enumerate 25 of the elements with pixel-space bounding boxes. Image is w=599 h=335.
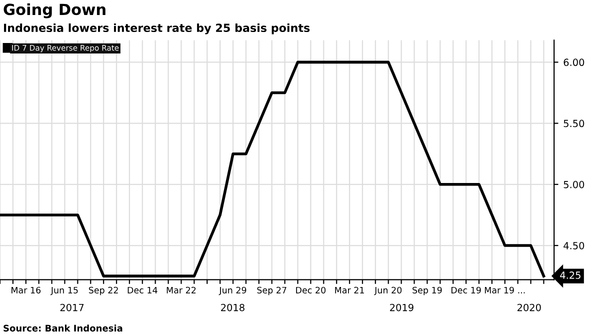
text: 2017: [60, 304, 84, 312]
x-tick-label: Dec 19: [451, 286, 481, 294]
x-tick-label: Mar 21: [335, 286, 364, 294]
y-tick-label: 4.50: [564, 242, 584, 250]
x-tick-label: Mar 22: [166, 286, 196, 294]
chart-title: Going Down: [4, 3, 106, 18]
y-tick-label: 6.00: [564, 58, 584, 66]
x-tick-label: Sep 19: [412, 286, 442, 296]
y-tick-label: 5.00: [564, 180, 584, 188]
x-tick-label: Mar 19 ...: [484, 286, 525, 294]
x-tick-label: Dec 14: [128, 286, 158, 294]
x-tick-label: Sep 22: [88, 286, 118, 296]
text: 2020: [517, 304, 541, 312]
source-note: Source: Bank Indonesia: [4, 324, 122, 332]
x-tick-label: Jun 15: [50, 286, 78, 296]
x-tick-label: Jun 29: [218, 286, 246, 296]
text: 2019: [390, 304, 414, 312]
data-label: 4.25: [560, 272, 580, 279]
x-tick-label: Dec 20: [296, 286, 326, 294]
y-tick-label: 5.50: [564, 120, 584, 128]
x-tick-label: Sep 27: [257, 286, 286, 296]
x-tick-label: Mar 16: [12, 286, 41, 294]
chart-subtitle: Indonesia lowers interest rate by 25 basis points: [4, 23, 310, 34]
text: 2018: [221, 304, 244, 312]
x-tick-label: Jun 20: [374, 286, 402, 296]
